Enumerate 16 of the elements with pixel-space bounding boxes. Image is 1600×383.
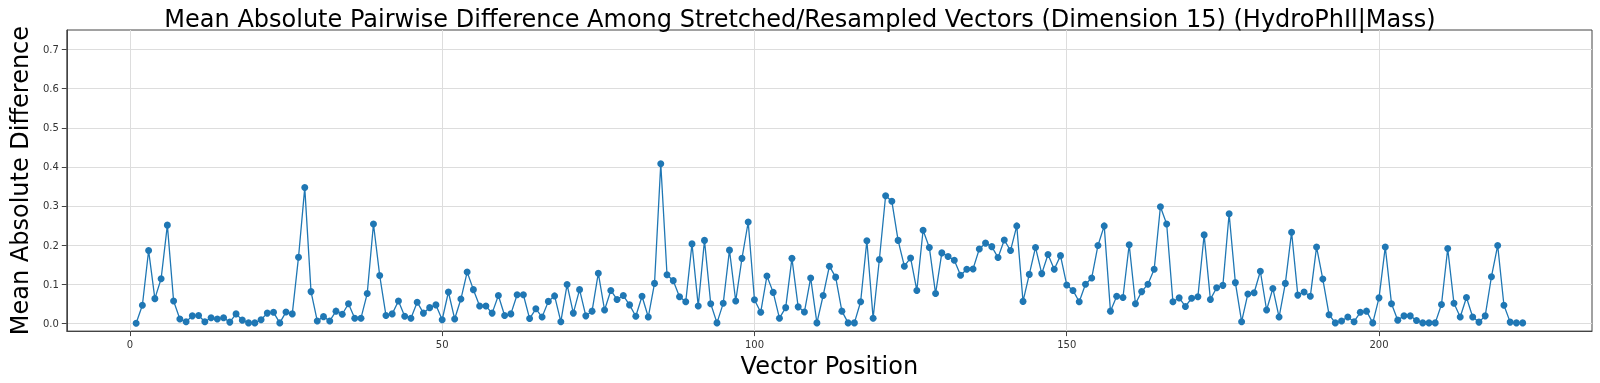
y-tick-label: 0.5 bbox=[42, 122, 59, 134]
y-tick-label: 0.6 bbox=[42, 83, 59, 95]
y-tick-label: 0.1 bbox=[42, 278, 59, 290]
y-tick-label: 0.0 bbox=[42, 317, 59, 329]
x-tick-label: 0 bbox=[126, 338, 134, 350]
y-tick-label: 0.3 bbox=[42, 200, 59, 212]
x-tick-label: 50 bbox=[435, 338, 449, 350]
x-axis-title: Vector Position bbox=[740, 352, 919, 380]
y-tick-label: 0.4 bbox=[42, 161, 59, 173]
x-tick-label: 150 bbox=[1057, 338, 1077, 350]
y-tick-label: 0.7 bbox=[42, 44, 59, 56]
x-tick-label: 200 bbox=[1369, 338, 1389, 350]
y-tick-label: 0.2 bbox=[42, 239, 59, 251]
chart-title: Mean Absolute Pairwise Difference Among Stretched/Resampled Vectors (Dimension 15) (HydroPhIl|Mass) bbox=[164, 5, 1436, 33]
y-axis-title: Mean Absolute Difference bbox=[6, 25, 34, 336]
x-tick-label: 100 bbox=[744, 338, 764, 350]
